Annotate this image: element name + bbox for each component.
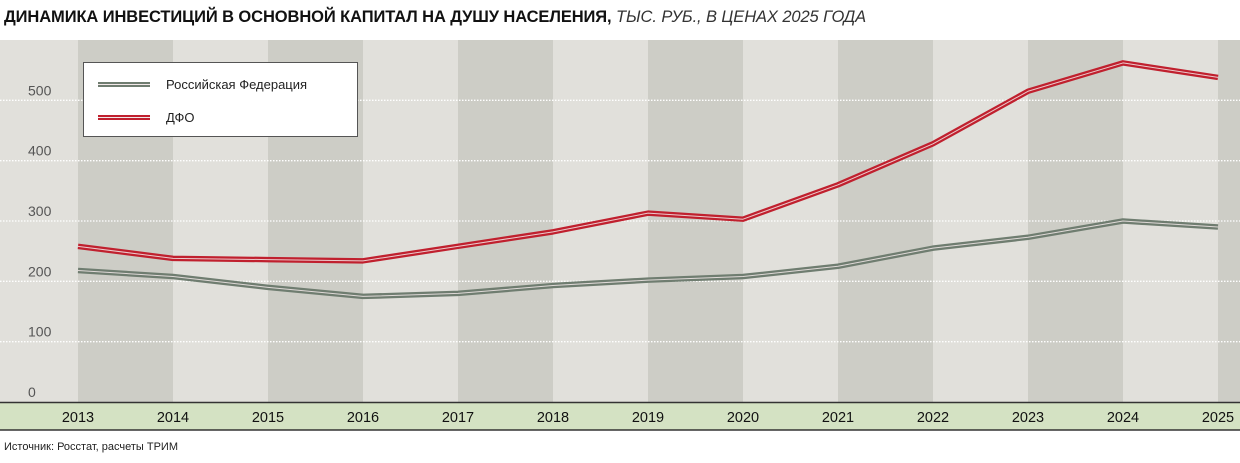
chart-title: ДИНАМИКА ИНВЕСТИЦИЙ В ОСНОВНОЙ КАПИТАЛ Н… [4,8,866,27]
year-band [1218,40,1240,402]
x-tick-label: 2024 [1107,410,1139,426]
x-tick-label: 2021 [822,410,854,426]
chart-title-units: ТЫС. РУБ., В ЦЕНАХ 2025 ГОДА [616,8,867,26]
chart-legend: Российская Федерация ДФО [83,62,358,137]
x-tick-label: 2020 [727,410,759,426]
legend-swatch-rf [98,81,150,87]
legend-item-dfo: ДФО [98,107,195,127]
y-tick-label: 0 [28,384,36,400]
source-note: Источник: Росстат, расчеты ТРИМ [4,441,178,453]
x-tick-label: 2017 [442,410,474,426]
y-tick-label: 400 [28,143,52,159]
y-tick-label: 100 [28,324,52,340]
legend-item-rf: Российская Федерация [98,74,307,94]
x-tick-label: 2018 [537,410,569,426]
x-tick-label: 2023 [1012,410,1044,426]
y-tick-label: 200 [28,263,52,279]
x-tick-label: 2016 [347,410,379,426]
x-axis-strip [0,403,1240,430]
chart-title-main: ДИНАМИКА ИНВЕСТИЦИЙ В ОСНОВНОЙ КАПИТАЛ Н… [4,8,612,26]
legend-swatch-dfo [98,114,150,120]
legend-label-dfo: ДФО [166,109,195,125]
legend-label-rf: Российская Федерация [166,76,308,92]
x-tick-label: 2022 [917,410,949,426]
x-tick-label: 2019 [632,410,664,426]
x-tick-label: 2025 [1202,410,1234,426]
y-tick-label: 500 [28,82,52,98]
x-tick-label: 2014 [157,410,189,426]
x-tick-label: 2015 [252,410,284,426]
x-tick-label: 2013 [62,410,94,426]
y-tick-label: 300 [28,203,52,219]
